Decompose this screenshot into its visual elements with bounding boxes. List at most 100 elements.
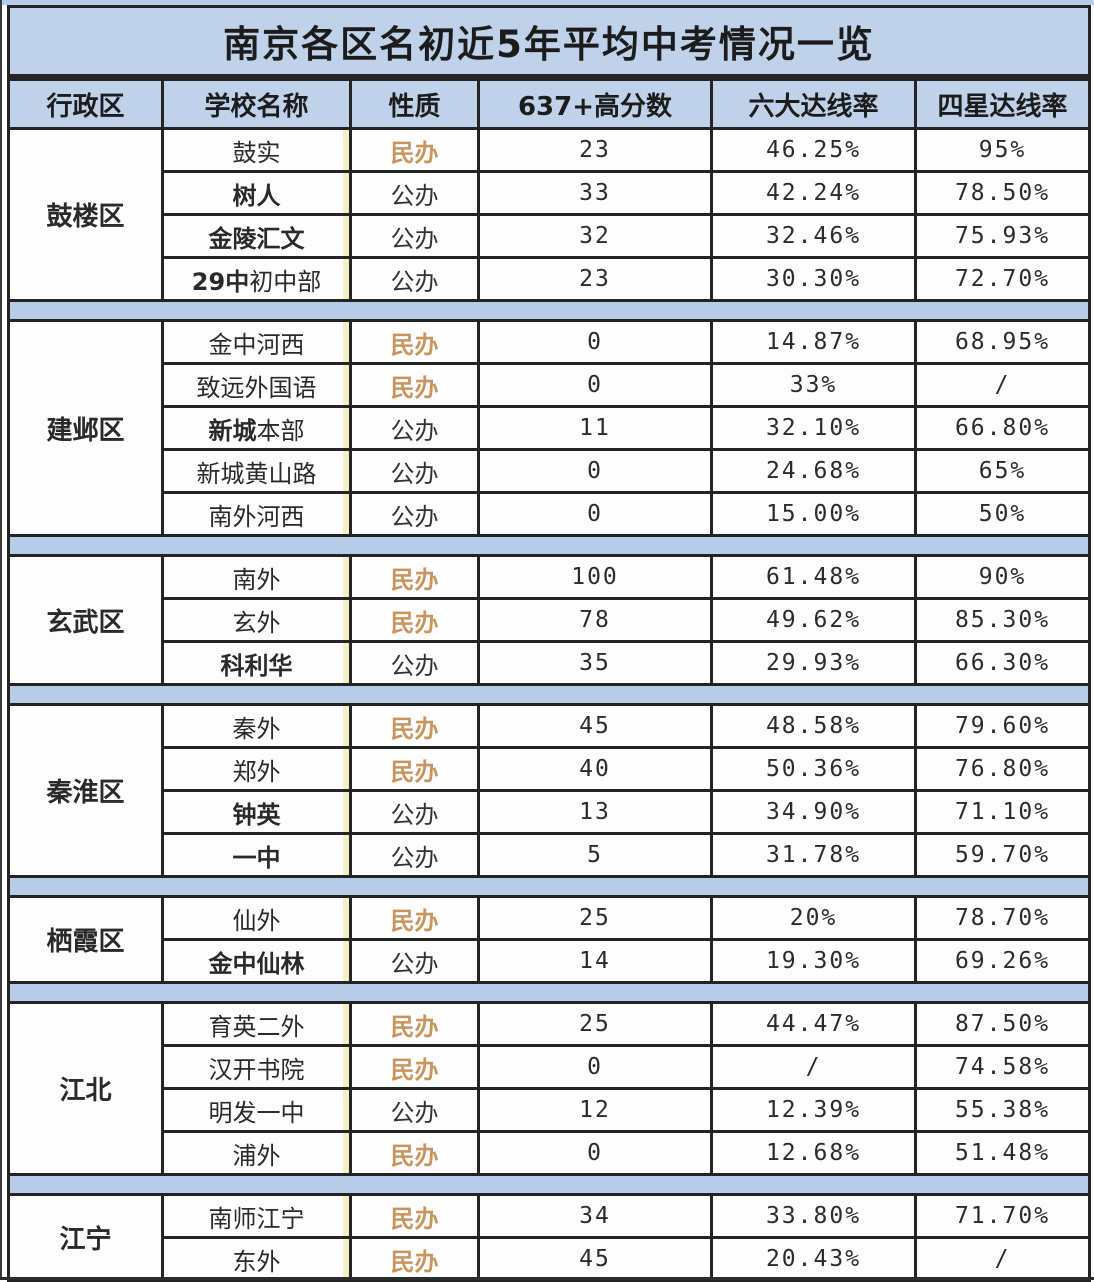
four-star-rate-cell: 74.58% [914, 1044, 1091, 1090]
school-name-cell: 育英二外 [161, 1001, 352, 1047]
school-name-regular-part: 本部 [256, 416, 305, 445]
school-name-regular-part: 南外 [232, 565, 281, 594]
school-name-bold-part: 金中仙林 [208, 949, 305, 978]
school-name-cell: 南外河西 [161, 491, 352, 537]
six-rate-cell: 42.24% [710, 170, 917, 216]
table-row: 新城本部 公办 11 32.10% 66.80% [9, 405, 1091, 451]
school-name-cell: 玄外 [161, 597, 352, 643]
school-type-cell: 民办 [349, 554, 480, 600]
table-row: 南外河西 公办 0 15.00% 50% [9, 491, 1091, 537]
table-row: 东外 民办 45 20.43% / [9, 1236, 1091, 1282]
group-separator-band [7, 534, 1091, 557]
table-row: 树人 公办 33 42.24% 78.50% [9, 170, 1091, 216]
school-name-cell: 致远外国语 [161, 362, 352, 408]
school-type-cell: 民办 [349, 1001, 480, 1047]
column-header-1: 学校名称 [161, 76, 352, 130]
school-name-cell: 南师江宁 [161, 1193, 352, 1239]
high-score-cell: 34 [477, 1193, 713, 1239]
school-type-cell: 公办 [349, 832, 480, 878]
table-row: 钟英 公办 13 34.90% 71.10% [9, 789, 1091, 835]
six-rate-cell: 33.80% [710, 1193, 917, 1239]
school-name-regular-part: 仙外 [232, 906, 281, 935]
table-row: 建邺区 金中河西 民办 0 14.87% 68.95% [7, 319, 1091, 537]
column-header-3: 637+高分数 [477, 76, 713, 130]
six-rate-cell: 12.39% [710, 1087, 917, 1133]
four-star-rate-cell: 75.93% [914, 213, 1091, 259]
high-score-cell: 25 [477, 895, 713, 941]
school-name-cell: 秦外 [161, 703, 352, 749]
four-star-rate-cell: 71.10% [914, 789, 1091, 835]
school-type-cell: 公办 [349, 1087, 480, 1133]
six-rate-cell: 32.46% [710, 213, 917, 259]
school-name-regular-part: 致远外国语 [196, 373, 317, 402]
high-score-cell: 45 [477, 703, 713, 749]
four-star-rate-cell: 78.50% [914, 170, 1091, 216]
table-row: 秦淮区 秦外 民办 45 48.58% 79.60% [7, 703, 1091, 878]
table-row: 金中仙林 公办 14 19.30% 69.26% [9, 938, 1091, 984]
high-score-cell: 78 [477, 597, 713, 643]
high-score-cell: 11 [477, 405, 713, 451]
photo-edge-bottom [0, 1277, 1094, 1280]
group-separator [7, 683, 1091, 706]
six-rate-cell: 34.90% [710, 789, 917, 835]
school-name-bold-part: 金陵汇文 [208, 224, 305, 253]
school-name-cell: 东外 [161, 1236, 352, 1282]
school-type-cell: 公办 [349, 640, 480, 686]
school-type-cell: 民办 [349, 127, 480, 173]
column-header-4: 六大达线率 [710, 76, 917, 130]
group-separator-band [7, 981, 1091, 1004]
school-type-cell: 公办 [349, 256, 480, 302]
table-row: 玄外 民办 78 49.62% 85.30% [9, 597, 1091, 643]
group-separator [7, 981, 1091, 1004]
school-name-bold-part: 一中 [232, 843, 281, 872]
school-type-cell: 民办 [349, 1236, 480, 1282]
six-rate-cell: 19.30% [710, 938, 917, 984]
four-star-rate-cell: 68.95% [914, 319, 1091, 365]
table-row: 新城黄山路 公办 0 24.68% 65% [9, 448, 1091, 494]
four-star-rate-cell: 76.80% [914, 746, 1091, 792]
school-name-regular-part: 浦外 [232, 1141, 281, 1170]
four-star-rate-cell: 55.38% [914, 1087, 1091, 1133]
photo-edge-left [0, 0, 2, 1280]
high-score-cell: 0 [477, 319, 713, 365]
school-name-cell: 金中仙林 [161, 938, 352, 984]
district-cell: 建邺区 [7, 319, 164, 537]
group-separator [7, 1173, 1091, 1196]
table-row: 浦外 民办 0 12.68% 51.48% [9, 1130, 1091, 1176]
table-row: 郑外 民办 40 50.36% 76.80% [9, 746, 1091, 792]
four-star-rate-cell: 79.60% [914, 703, 1091, 749]
high-score-cell: 13 [477, 789, 713, 835]
four-star-rate-cell: 78.70% [914, 895, 1091, 941]
four-star-rate-cell: 87.50% [914, 1001, 1091, 1047]
six-rate-cell: 46.25% [710, 127, 917, 173]
school-name-cell: 金陵汇文 [161, 213, 352, 259]
high-score-cell: 5 [477, 832, 713, 878]
school-name-cell: 科利华 [161, 640, 352, 686]
table-row: 致远外国语 民办 0 33% / [9, 362, 1091, 408]
table-row: 汉开书院 民办 0/74.58% [9, 1044, 1091, 1090]
school-name-regular-part: 秦外 [232, 714, 281, 743]
school-name-cell: 浦外 [161, 1130, 352, 1176]
school-name-bold-part: 树人 [232, 181, 281, 210]
table-row: 玄武区 南外 民办 100 61.48% 90% [7, 554, 1091, 686]
column-header-5: 四星达线率 [914, 76, 1091, 130]
four-star-rate-cell: 50% [914, 491, 1091, 537]
six-rate-cell: 14.87% [710, 319, 917, 365]
high-score-cell: 0 [477, 1044, 713, 1090]
six-rate-cell: / [710, 1044, 917, 1090]
six-rate-cell: 30.30% [710, 256, 917, 302]
school-name-regular-part: 郑外 [232, 757, 281, 786]
high-score-cell: 33 [477, 170, 713, 216]
school-name-regular-part: 南外河西 [208, 502, 305, 531]
title-row: 南京各区名初近5年平均中考情况一览 [7, 5, 1091, 81]
school-name-cell: 汉开书院 [161, 1044, 352, 1090]
four-star-rate-cell: 66.80% [914, 405, 1091, 451]
school-type-cell: 公办 [349, 405, 480, 451]
four-star-rate-cell: 59.70% [914, 832, 1091, 878]
column-header-0: 行政区 [7, 76, 164, 130]
school-type-cell: 民办 [349, 1130, 480, 1176]
school-name-cell: 南外 [161, 554, 352, 600]
high-score-cell: 23 [477, 127, 713, 173]
table-row: 江宁 南师江宁 民办 34 33.80% 71.70% [7, 1193, 1091, 1282]
six-rate-cell: 50.36% [710, 746, 917, 792]
